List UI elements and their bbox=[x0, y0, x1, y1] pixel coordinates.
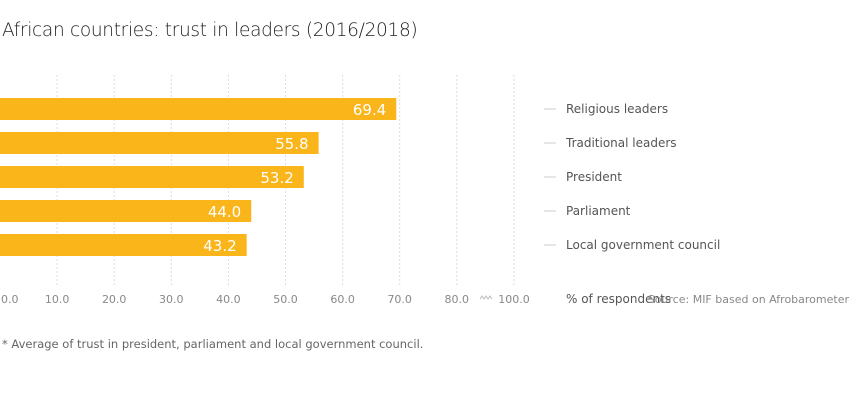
x-tick-label: 20.0 bbox=[102, 293, 127, 306]
bar bbox=[0, 166, 304, 188]
x-tick-label: 100.0 bbox=[498, 293, 530, 306]
bar bbox=[0, 200, 252, 222]
bar-value-label: 43.2 bbox=[203, 237, 236, 255]
bar-chart: 0.0 10.0 20.0 30.0 40.0 50.0 60.0 70.0 80.0 100.0… bbox=[0, 75, 850, 306]
x-tick-label: 70.0 bbox=[387, 293, 412, 306]
category-label: Local government council bbox=[566, 238, 720, 252]
bar bbox=[0, 234, 247, 256]
bar-value-label: 44.0 bbox=[208, 203, 241, 221]
x-tick-label: 0.0 bbox=[1, 293, 19, 306]
x-tick-label: 40.0 bbox=[216, 293, 241, 306]
x-tick-label: 50.0 bbox=[273, 293, 298, 306]
x-tick-label: 80.0 bbox=[445, 293, 470, 306]
x-axis-title: % of respondents bbox=[566, 292, 671, 306]
category-label: Traditional leaders bbox=[565, 136, 677, 150]
source-note: Source: MIF based on Afrobarometer bbox=[648, 293, 850, 306]
category-label: Religious leaders bbox=[566, 102, 668, 116]
bar-value-label: 69.4 bbox=[353, 101, 386, 119]
bar-value-label: 55.8 bbox=[275, 135, 308, 153]
bar-value-label: 53.2 bbox=[260, 169, 293, 187]
category-label: Parliament bbox=[566, 204, 631, 218]
x-tick-label: 10.0 bbox=[45, 293, 70, 306]
chart-title: African countries: trust in leaders (201… bbox=[2, 20, 418, 41]
x-tick-label: 60.0 bbox=[330, 293, 355, 306]
bar bbox=[0, 98, 397, 120]
footnote: * Average of trust in president, parliam… bbox=[2, 337, 424, 351]
category-label: President bbox=[566, 170, 622, 184]
axis-break-icon bbox=[479, 295, 493, 300]
bar bbox=[0, 132, 319, 154]
x-tick-label: 30.0 bbox=[159, 293, 184, 306]
